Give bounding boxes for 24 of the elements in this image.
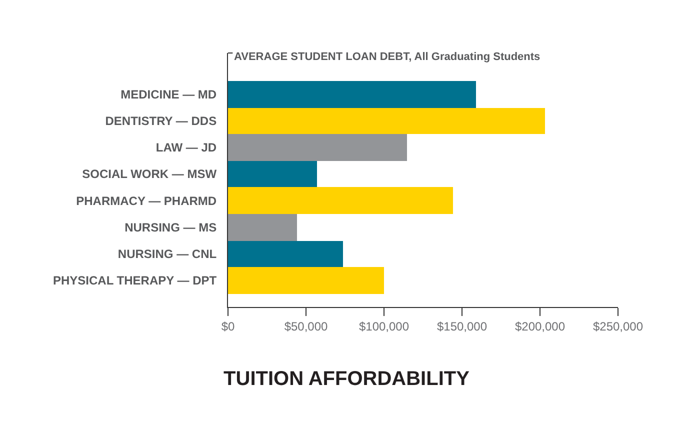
y-tick-label: DENTISTRY — DDS	[105, 114, 217, 128]
bar	[228, 108, 545, 134]
x-tick-label: $100,000	[358, 319, 410, 334]
chart-subtitle: AVERAGE STUDENT LOAN DEBT, All Graduating Students	[234, 51, 540, 63]
bar	[228, 161, 317, 187]
bar	[228, 134, 407, 161]
x-tick-label: $200,000	[514, 319, 566, 334]
y-tick-label: MEDICINE — MD	[120, 87, 217, 102]
bar	[228, 214, 297, 241]
y-tick-label: PHARMACY — PHARMD	[76, 194, 217, 208]
bar	[228, 267, 384, 294]
x-tick-label: $150,000	[436, 319, 488, 334]
bar	[228, 187, 453, 214]
bar	[228, 241, 343, 267]
y-tick-label: LAW — JD	[156, 140, 217, 155]
bar	[228, 81, 476, 108]
y-tick-label: PHYSICAL THERAPY — DPT	[53, 274, 218, 288]
y-tick-label: SOCIAL WORK — MSW	[82, 167, 218, 182]
x-tick-label: $0	[221, 319, 235, 334]
y-tick-label: NURSING — CNL	[118, 247, 217, 262]
x-tick-label: $50,000	[284, 319, 328, 334]
x-tick-label: $250,000	[592, 319, 644, 334]
text: TUITION AFFORDABILITY	[224, 368, 470, 390]
y-tick-label: NURSING — MS	[124, 220, 217, 234]
